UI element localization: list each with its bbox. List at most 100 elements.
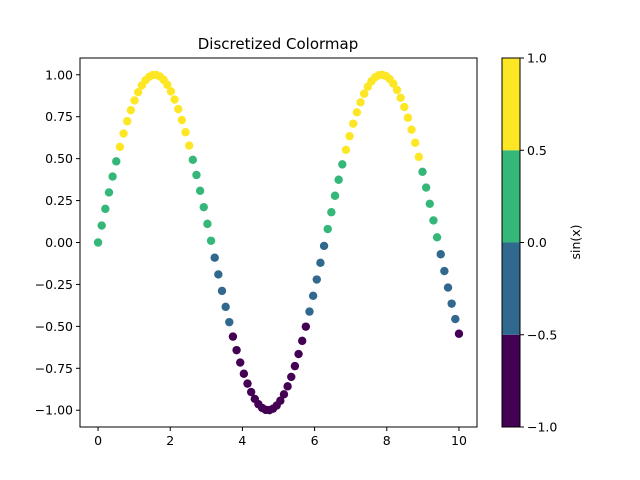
colorbar-tick-label: −1.0 (527, 420, 557, 435)
data-point (330, 191, 340, 200)
x-tick-label: 8 (383, 433, 391, 448)
data-point (400, 102, 409, 112)
data-point (214, 270, 223, 279)
data-point (217, 286, 227, 296)
data-point (108, 172, 117, 181)
data-point (115, 142, 125, 152)
data-point (246, 387, 256, 397)
data-point (359, 89, 369, 98)
y-axis: −1.00 −0.75 −0.50 −0.25 0.00 0.25 0.50 0.75 1.00 (35, 67, 80, 418)
data-point (403, 113, 413, 122)
data-point (443, 283, 453, 292)
data-point (126, 105, 136, 115)
data-point (454, 329, 464, 338)
data-point (323, 224, 332, 234)
colorbar: −1.0 −0.5 0.0 0.5 1.0 (501, 51, 557, 435)
data-point (163, 80, 172, 90)
data-point (184, 141, 194, 150)
data-point (290, 361, 300, 371)
data-point (276, 396, 285, 405)
data-point (327, 208, 336, 217)
y-tick-label: −0.75 (35, 361, 73, 376)
data-point (421, 183, 431, 192)
colorbar-label: sin(x) (568, 224, 583, 259)
data-point (440, 266, 449, 276)
data-point (192, 170, 201, 180)
data-point (188, 155, 198, 165)
data-point (392, 85, 402, 95)
y-tick-label: −0.50 (35, 319, 73, 334)
data-point (407, 125, 416, 134)
data-point (101, 204, 110, 214)
data-point (429, 216, 438, 225)
x-tick-label: 10 (451, 433, 467, 448)
data-point (210, 253, 219, 262)
data-point (228, 332, 238, 341)
data-point (425, 199, 434, 208)
y-tick-label: 1.00 (45, 67, 73, 82)
data-point (279, 390, 289, 399)
data-point (166, 87, 176, 96)
data-point (123, 117, 132, 126)
data-point (170, 95, 179, 104)
data-point (411, 138, 420, 147)
data-point (236, 358, 245, 367)
data-point (396, 93, 405, 102)
data-point (195, 186, 205, 196)
y-tick-label: 0.00 (45, 235, 73, 250)
data-point (451, 314, 460, 324)
data-point (206, 236, 216, 245)
data-point (181, 128, 190, 137)
data-point (301, 322, 311, 331)
data-point (338, 160, 347, 169)
data-point (112, 157, 121, 166)
colorbar-segment (502, 58, 520, 151)
colorbar-segment (502, 334, 520, 427)
x-tick-label: 4 (238, 433, 246, 448)
data-point (447, 299, 456, 308)
data-point (294, 349, 303, 359)
chart-title: Discretized Colormap (198, 35, 359, 53)
plot-frame (79, 57, 478, 428)
colorbar-tick-label: −0.5 (527, 327, 557, 342)
data-point (389, 79, 398, 88)
data-point (305, 307, 314, 316)
data-point (130, 96, 139, 105)
x-tick-label: 6 (311, 433, 319, 448)
data-point (221, 302, 230, 312)
y-tick-label: 0.75 (45, 109, 73, 124)
y-tick-label: 0.50 (45, 151, 73, 166)
data-point (232, 345, 241, 355)
data-point (97, 221, 106, 230)
data-point (225, 317, 234, 327)
data-point (239, 369, 249, 378)
data-point (283, 382, 292, 391)
data-point (414, 152, 424, 162)
y-tick-label: 0.25 (45, 193, 73, 208)
data-point (133, 87, 143, 97)
data-point (349, 119, 358, 128)
data-point (243, 379, 252, 388)
data-point (177, 115, 187, 125)
data-point (104, 188, 114, 197)
data-point (418, 167, 427, 177)
data-point (352, 108, 362, 117)
data-point (203, 219, 212, 229)
colorbar-segment (502, 150, 520, 243)
data-point (199, 202, 208, 212)
colorbar-tick-label: 0.0 (527, 235, 547, 250)
colorbar-tick-label: 0.5 (527, 143, 547, 158)
data-point (436, 250, 445, 259)
data-point (432, 233, 442, 242)
x-axis: 0 2 4 6 8 10 (94, 427, 467, 448)
x-tick-label: 0 (94, 433, 102, 448)
data-point (93, 238, 103, 247)
data-point (341, 145, 351, 155)
data-point (174, 104, 183, 114)
data-point (319, 241, 329, 251)
data-point (316, 258, 325, 268)
y-tick-label: −1.00 (35, 403, 73, 418)
y-tick-label: −0.25 (35, 277, 73, 292)
colorbar-segment (502, 242, 520, 335)
